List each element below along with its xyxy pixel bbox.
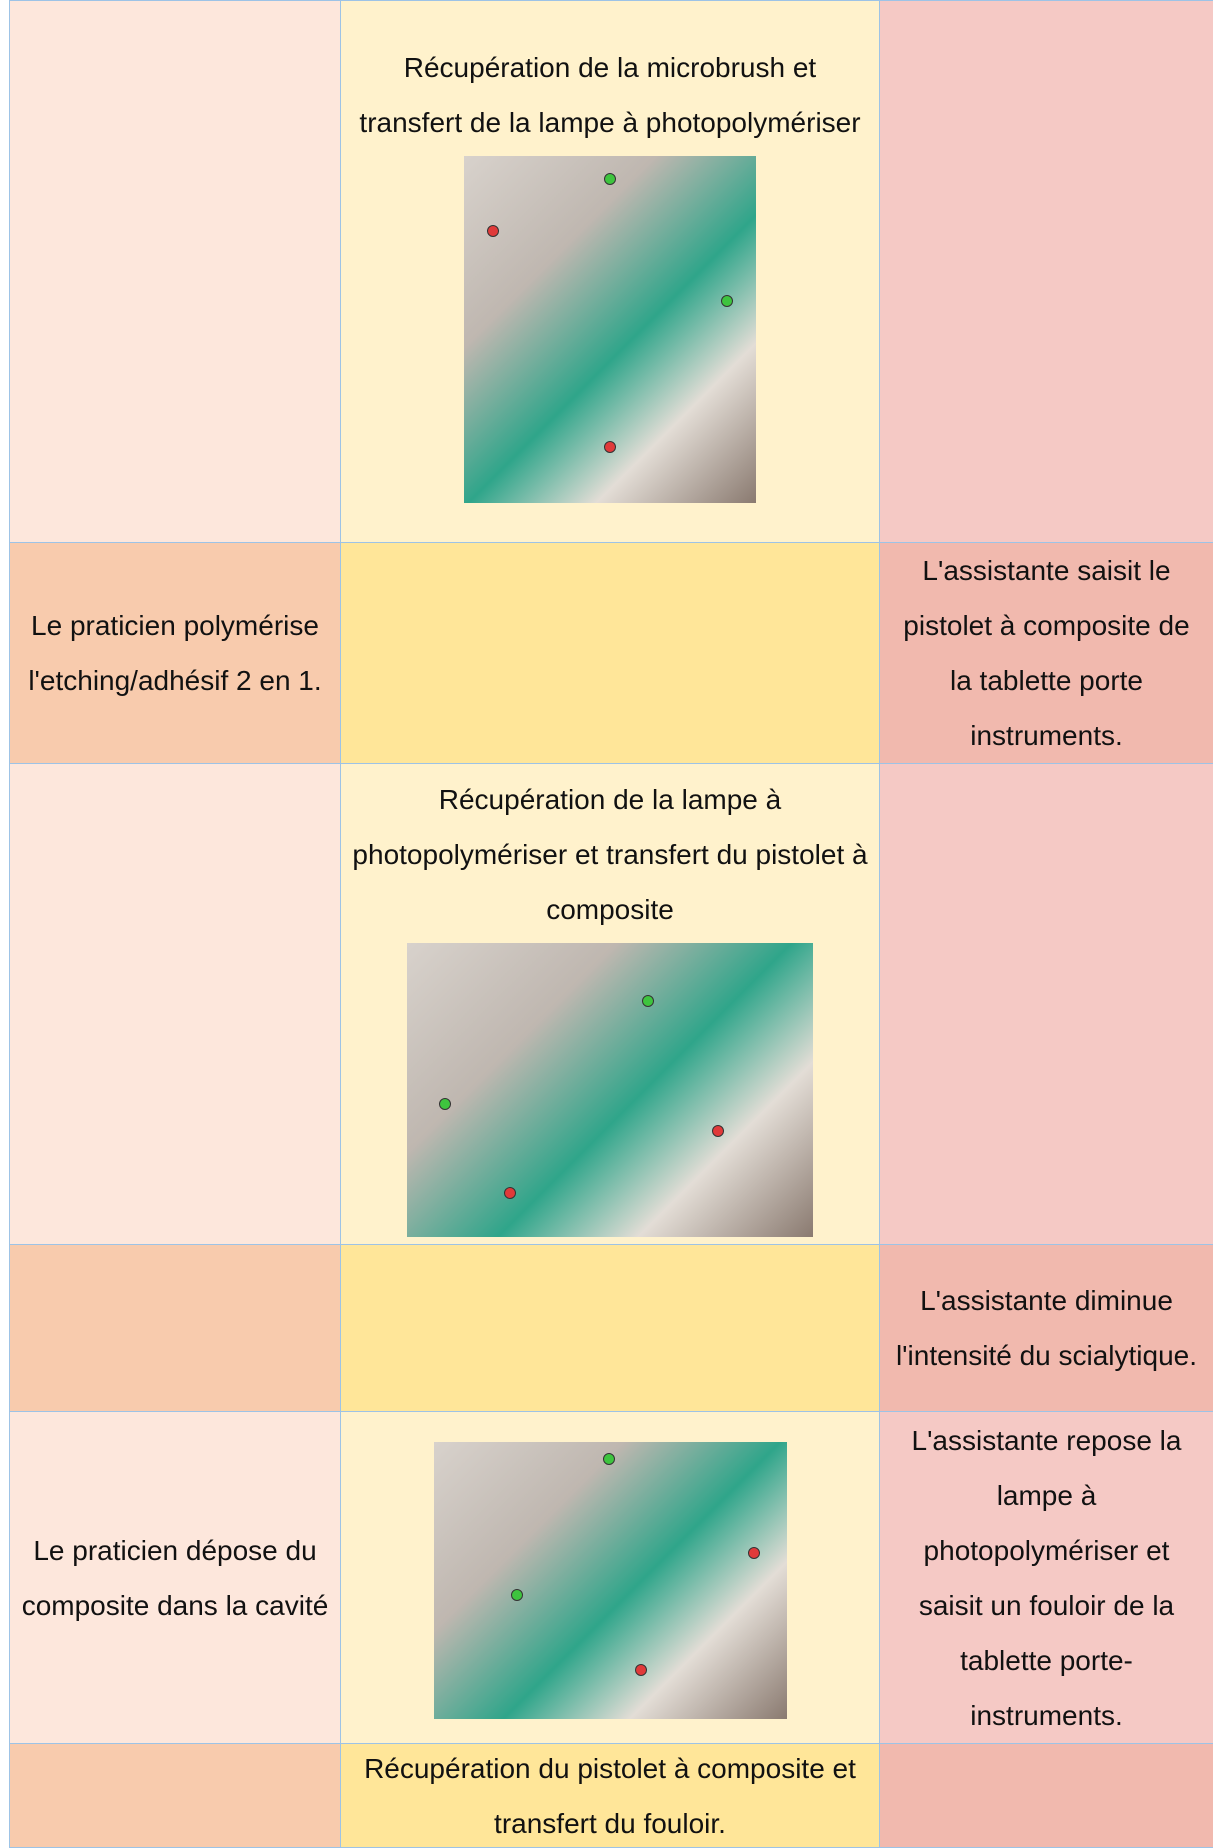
marker-dot xyxy=(720,294,733,307)
marker-dot xyxy=(602,1453,615,1466)
table-cell xyxy=(9,763,341,1245)
marker-dot xyxy=(711,1124,724,1137)
table-cell xyxy=(340,542,880,764)
table-cell xyxy=(9,1244,341,1412)
table-cell xyxy=(340,1411,880,1744)
marker-dot xyxy=(504,1186,517,1199)
cell-text: Le praticien dépose du composite dans la… xyxy=(21,1534,329,1621)
cell-text: Le praticien polymérise l'etching/adhési… xyxy=(28,610,322,696)
marker-dot xyxy=(439,1098,452,1111)
table-cell xyxy=(879,763,1213,1245)
table-cell: L'assistante saisit le pistolet à compos… xyxy=(879,542,1213,764)
table-cell xyxy=(9,0,341,543)
table-cell: L'assistante repose la lampe à photopoly… xyxy=(879,1411,1213,1744)
table-cell xyxy=(340,1244,880,1412)
photo xyxy=(407,942,813,1237)
marker-dot xyxy=(642,995,655,1008)
table-cell: Récupération de la microbrush et transfe… xyxy=(340,0,880,543)
table-cell xyxy=(879,0,1213,543)
cell-text: L'assistante saisit le pistolet à compos… xyxy=(903,555,1190,751)
table-cell: Récupération de la lampe à photopolyméri… xyxy=(340,763,880,1245)
table-cell: L'assistante diminue l'intensité du scia… xyxy=(879,1244,1213,1412)
table-cell: Le praticien dépose du composite dans la… xyxy=(9,1411,341,1744)
photo xyxy=(464,156,756,503)
marker-dot xyxy=(634,1663,647,1676)
cell-text: Récupération du pistolet à composite et … xyxy=(364,1752,856,1839)
cell-text: Récupération de la microbrush et transfe… xyxy=(359,52,861,138)
table-cell: Récupération du pistolet à composite et … xyxy=(340,1743,880,1848)
cell-text: Récupération de la lampe à photopolyméri… xyxy=(352,783,868,925)
table-cell: Le praticien polymérise l'etching/adhési… xyxy=(9,542,341,764)
marker-dot xyxy=(747,1547,760,1560)
marker-dot xyxy=(511,1588,524,1601)
table-cell xyxy=(879,1743,1213,1848)
marker-dot xyxy=(604,440,617,453)
marker-dot xyxy=(487,225,500,238)
photo xyxy=(433,1442,787,1719)
marker-dot xyxy=(604,173,617,186)
table-cell xyxy=(9,1743,341,1848)
cell-text: L'assistante repose la lampe à photopoly… xyxy=(911,1424,1182,1731)
cell-text: L'assistante diminue l'intensité du scia… xyxy=(895,1285,1198,1371)
